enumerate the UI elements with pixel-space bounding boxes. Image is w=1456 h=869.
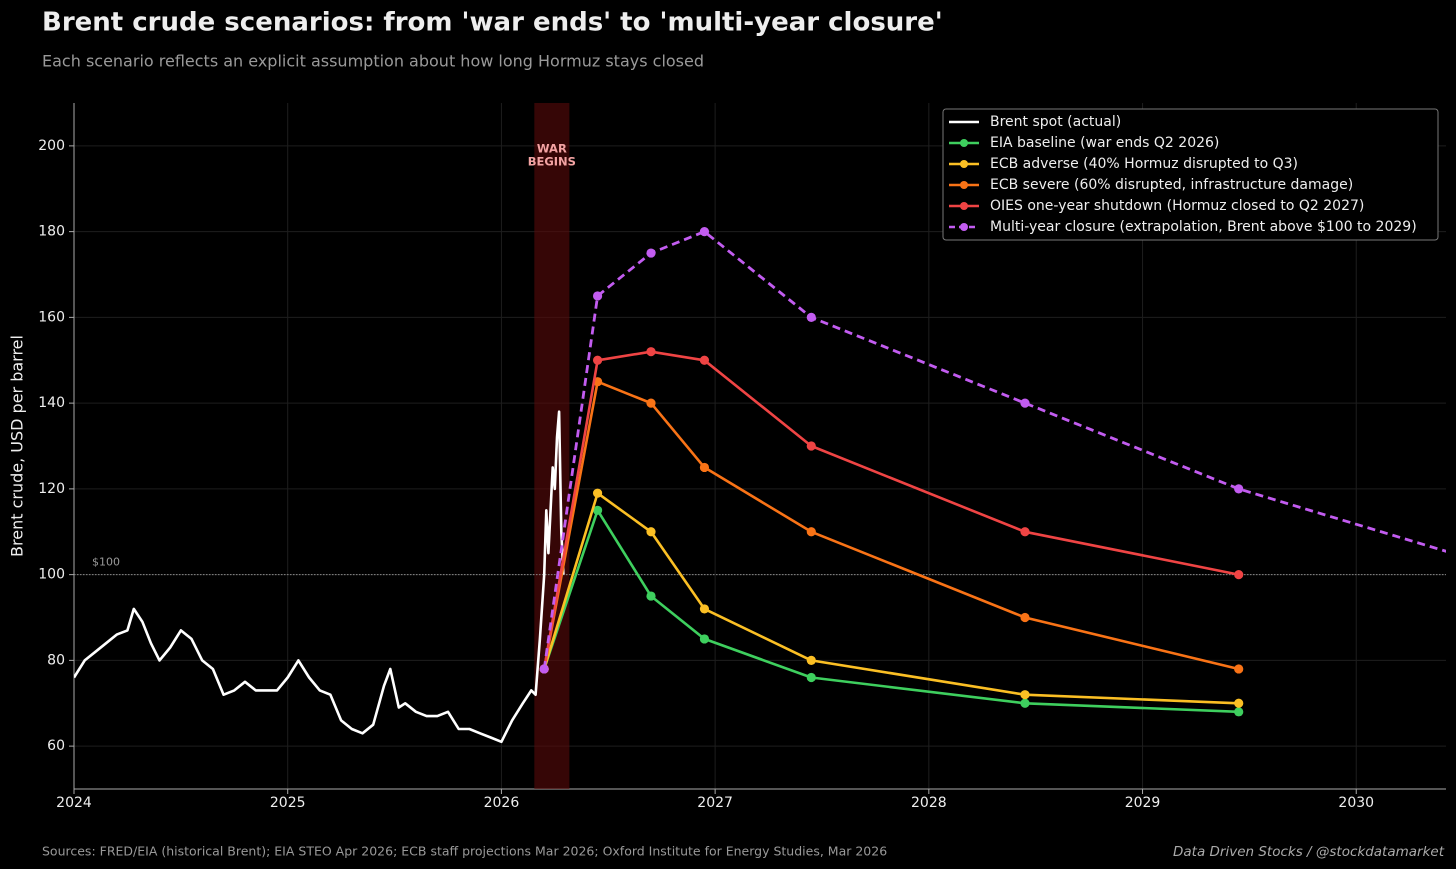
marker [699,462,710,473]
legend-label: ECB severe (60% disrupted, infrastructur… [990,177,1353,193]
marker [646,248,656,258]
marker [1020,612,1030,623]
marker [592,291,603,301]
marker [699,227,710,237]
legend-marker [960,160,968,168]
y-tick-label: 140 [38,395,65,411]
y-tick-label: 100 [38,567,65,583]
legend-label: ECB adverse (40% Hormuz disrupted to Q3) [990,156,1298,172]
legend-marker [960,223,968,231]
credit: Data Driven Stocks / @stockdatamarket [1173,844,1445,860]
marker [1234,664,1244,674]
chart-title: Brent crude scenarios: from 'war ends' t… [42,8,943,38]
x-tick-label: 2029 [1125,795,1161,811]
marker [646,527,656,537]
marker [1234,698,1244,708]
marker [699,634,710,644]
marker [806,441,816,451]
war-label: WAR [537,142,567,156]
legend-label: OIES one-year shutdown (Hormuz closed to… [990,198,1364,214]
marker [806,655,816,665]
legend-label: Brent spot (actual) [990,114,1121,130]
marker [1020,690,1030,700]
legend-label: Multi-year closure (extrapolation, Brent… [990,219,1417,235]
marker [592,355,603,365]
legend-label: EIA baseline (war ends Q2 2026) [990,135,1219,151]
marker [1020,698,1030,708]
marker [1020,398,1030,408]
x-tick-label: 2026 [484,795,520,811]
reference-label: $100 [92,556,120,569]
marker [592,488,603,498]
marker [699,604,710,614]
marker [806,672,816,683]
legend-marker [960,181,968,189]
x-tick-label: 2028 [911,795,947,811]
x-tick-label: 2025 [270,795,306,811]
marker [539,664,549,674]
y-tick-label: 180 [38,224,65,240]
plot-area [74,227,1446,744]
y-tick-label: 200 [38,138,65,154]
war-band [534,103,570,789]
chart-subtitle: Each scenario reflects an explicit assum… [42,52,704,71]
legend-marker [960,139,968,147]
legend-box [942,108,1439,241]
y-tick-label: 160 [38,309,65,325]
war-label: BEGINS [528,155,576,169]
series-line [74,410,565,744]
y-axis-label: Brent crude, USD per barrel [8,335,27,557]
marker [806,312,816,322]
marker [699,355,710,365]
x-tick-label: 2027 [697,795,733,811]
marker [806,527,816,537]
legend-marker [960,202,968,210]
marker [1234,484,1244,494]
marker [646,398,656,408]
y-tick-label: 120 [38,481,65,497]
marker [646,347,656,357]
marker [646,591,656,601]
source-note: Sources: FRED/EIA (historical Brent); EI… [42,844,887,859]
marker [592,505,603,515]
y-tick-label: 80 [47,652,65,668]
marker [1234,707,1244,717]
marker [1234,570,1244,580]
x-tick-label: 2030 [1338,795,1374,811]
marker [1020,527,1030,537]
y-tick-label: 60 [47,738,65,754]
x-tick-label: 2024 [56,795,92,811]
